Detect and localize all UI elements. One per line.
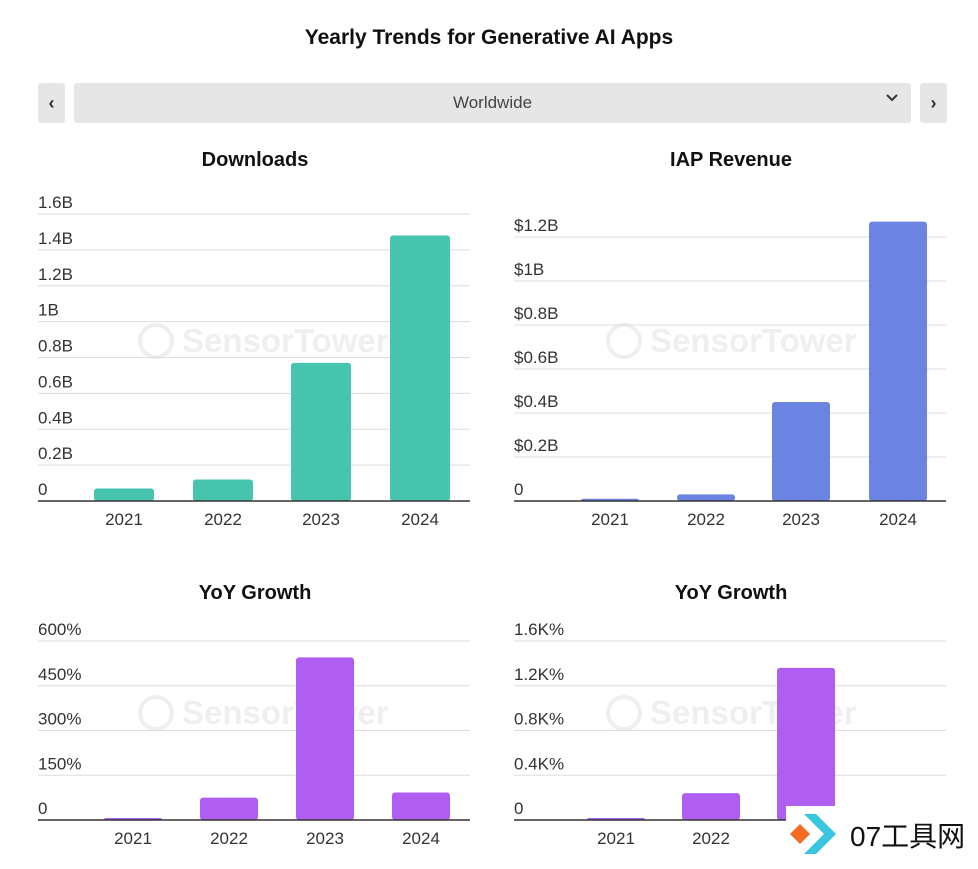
- chevron-down-icon: [885, 91, 899, 110]
- yoy-growth-revenue-y-tick-label: 1.6K%: [514, 620, 564, 639]
- yoy-growth-revenue-x-tick-label: 2021: [597, 829, 635, 848]
- yoy-growth-downloads-bar-2022: [200, 797, 258, 820]
- downloads-x-tick-label: 2022: [204, 510, 242, 529]
- watermark-logo-icon: [138, 695, 174, 731]
- iap-revenue-x-tick-label: 2021: [591, 510, 629, 529]
- downloads-x-tick-label: 2023: [302, 510, 340, 529]
- yoy-growth-revenue-bar-2023: [777, 667, 835, 820]
- yoy-growth-revenue-y-tick-label: 1.2K%: [514, 665, 564, 684]
- downloads-y-tick-label: 1.6B: [38, 193, 73, 212]
- yoy-growth-downloads-y-tick-label: 0: [38, 799, 47, 818]
- chart-title-iap-revenue: IAP Revenue: [670, 149, 792, 171]
- downloads-y-tick-label: 0.2B: [38, 444, 73, 463]
- watermark-logo-icon: [606, 695, 642, 731]
- chart-title-downloads: Downloads: [201, 149, 309, 171]
- yoy-growth-revenue-y-tick-label: 0.8K%: [514, 710, 564, 729]
- iap-revenue-y-tick-label: 0: [514, 480, 523, 499]
- yoy-growth-downloads-y-tick-label: 600%: [38, 620, 81, 639]
- downloads-bar-2022: [193, 479, 253, 501]
- region-dropdown-value: Worldwide: [452, 93, 533, 112]
- iap-revenue-y-tick-label: $0.8B: [514, 304, 558, 323]
- page-title: Yearly Trends for Generative AI Apps: [304, 26, 674, 49]
- corner-logo: 07工具网: [786, 806, 978, 864]
- yoy-growth-downloads-y-tick-label: 150%: [38, 754, 81, 773]
- downloads-y-tick-label: 0: [38, 480, 47, 499]
- next-button[interactable]: ›: [920, 83, 947, 123]
- watermark: SensorTower: [606, 322, 857, 360]
- yoy-growth-downloads-x-tick-label: 2024: [402, 829, 440, 848]
- iap-revenue-y-tick-label: $0.4B: [514, 392, 558, 411]
- downloads-x-tick-label: 2021: [105, 510, 143, 529]
- iap-revenue-x-tick-label: 2024: [879, 510, 917, 529]
- region-dropdown[interactable]: Worldwide: [74, 83, 911, 123]
- iap-revenue-y-tick-label: $1B: [514, 260, 544, 279]
- downloads-y-tick-label: 1B: [38, 301, 59, 320]
- yoy-growth-downloads-x-tick-label: 2023: [306, 829, 344, 848]
- corner-logo-text: 07工具网: [850, 821, 966, 852]
- yoy-growth-downloads-x-tick-label: 2022: [210, 829, 248, 848]
- downloads-y-tick-label: 1.4B: [38, 229, 73, 248]
- yoy-growth-downloads-x-tick-label: 2021: [114, 829, 152, 848]
- iap-revenue-y-tick-label: $0.6B: [514, 348, 558, 367]
- iap-revenue-y-tick-label: $1.2B: [514, 216, 558, 235]
- yoy-growth-downloads-bar-2024: [392, 792, 450, 820]
- chevron-right-icon: ›: [930, 92, 937, 113]
- iap-revenue-x-tick-label: 2023: [782, 510, 820, 529]
- downloads-y-tick-label: 0.6B: [38, 372, 73, 391]
- watermark: SensorTower: [138, 694, 389, 732]
- iap-revenue-bar-2023: [772, 402, 830, 501]
- downloads-x-tick-label: 2024: [401, 510, 439, 529]
- downloads-bar-2021: [94, 488, 154, 501]
- downloads-y-tick-label: 0.8B: [38, 337, 73, 356]
- chart-title-yoy-growth-downloads: YoY Growth: [198, 582, 312, 604]
- iap-revenue-bar-2022: [677, 494, 735, 501]
- iap-revenue-bar-2024: [869, 221, 927, 501]
- yoy-growth-downloads-y-tick-label: 300%: [38, 710, 81, 729]
- yoy-growth-revenue-x-tick-label: 2022: [692, 829, 730, 848]
- yoy-growth-revenue-y-tick-label: 0.4K%: [514, 754, 564, 773]
- yoy-growth-revenue-y-tick-label: 0: [514, 799, 523, 818]
- downloads-bar-2023: [291, 362, 351, 501]
- chevron-left-icon: ‹: [48, 92, 55, 113]
- previous-button[interactable]: ‹: [38, 83, 65, 123]
- downloads-bar-2024: [390, 235, 450, 501]
- yoy-growth-revenue-bar-2022: [682, 793, 740, 820]
- yoy-growth-downloads-y-tick-label: 450%: [38, 665, 81, 684]
- iap-revenue-y-tick-label: $0.2B: [514, 436, 558, 455]
- downloads-y-tick-label: 1.2B: [38, 265, 73, 284]
- iap-revenue-x-tick-label: 2022: [687, 510, 725, 529]
- yoy-growth-downloads-bar-2023: [296, 657, 354, 820]
- chart-title-yoy-growth-revenue: YoY Growth: [674, 582, 788, 604]
- downloads-y-tick-label: 0.4B: [38, 408, 73, 427]
- logo-mark-icon: [786, 806, 846, 864]
